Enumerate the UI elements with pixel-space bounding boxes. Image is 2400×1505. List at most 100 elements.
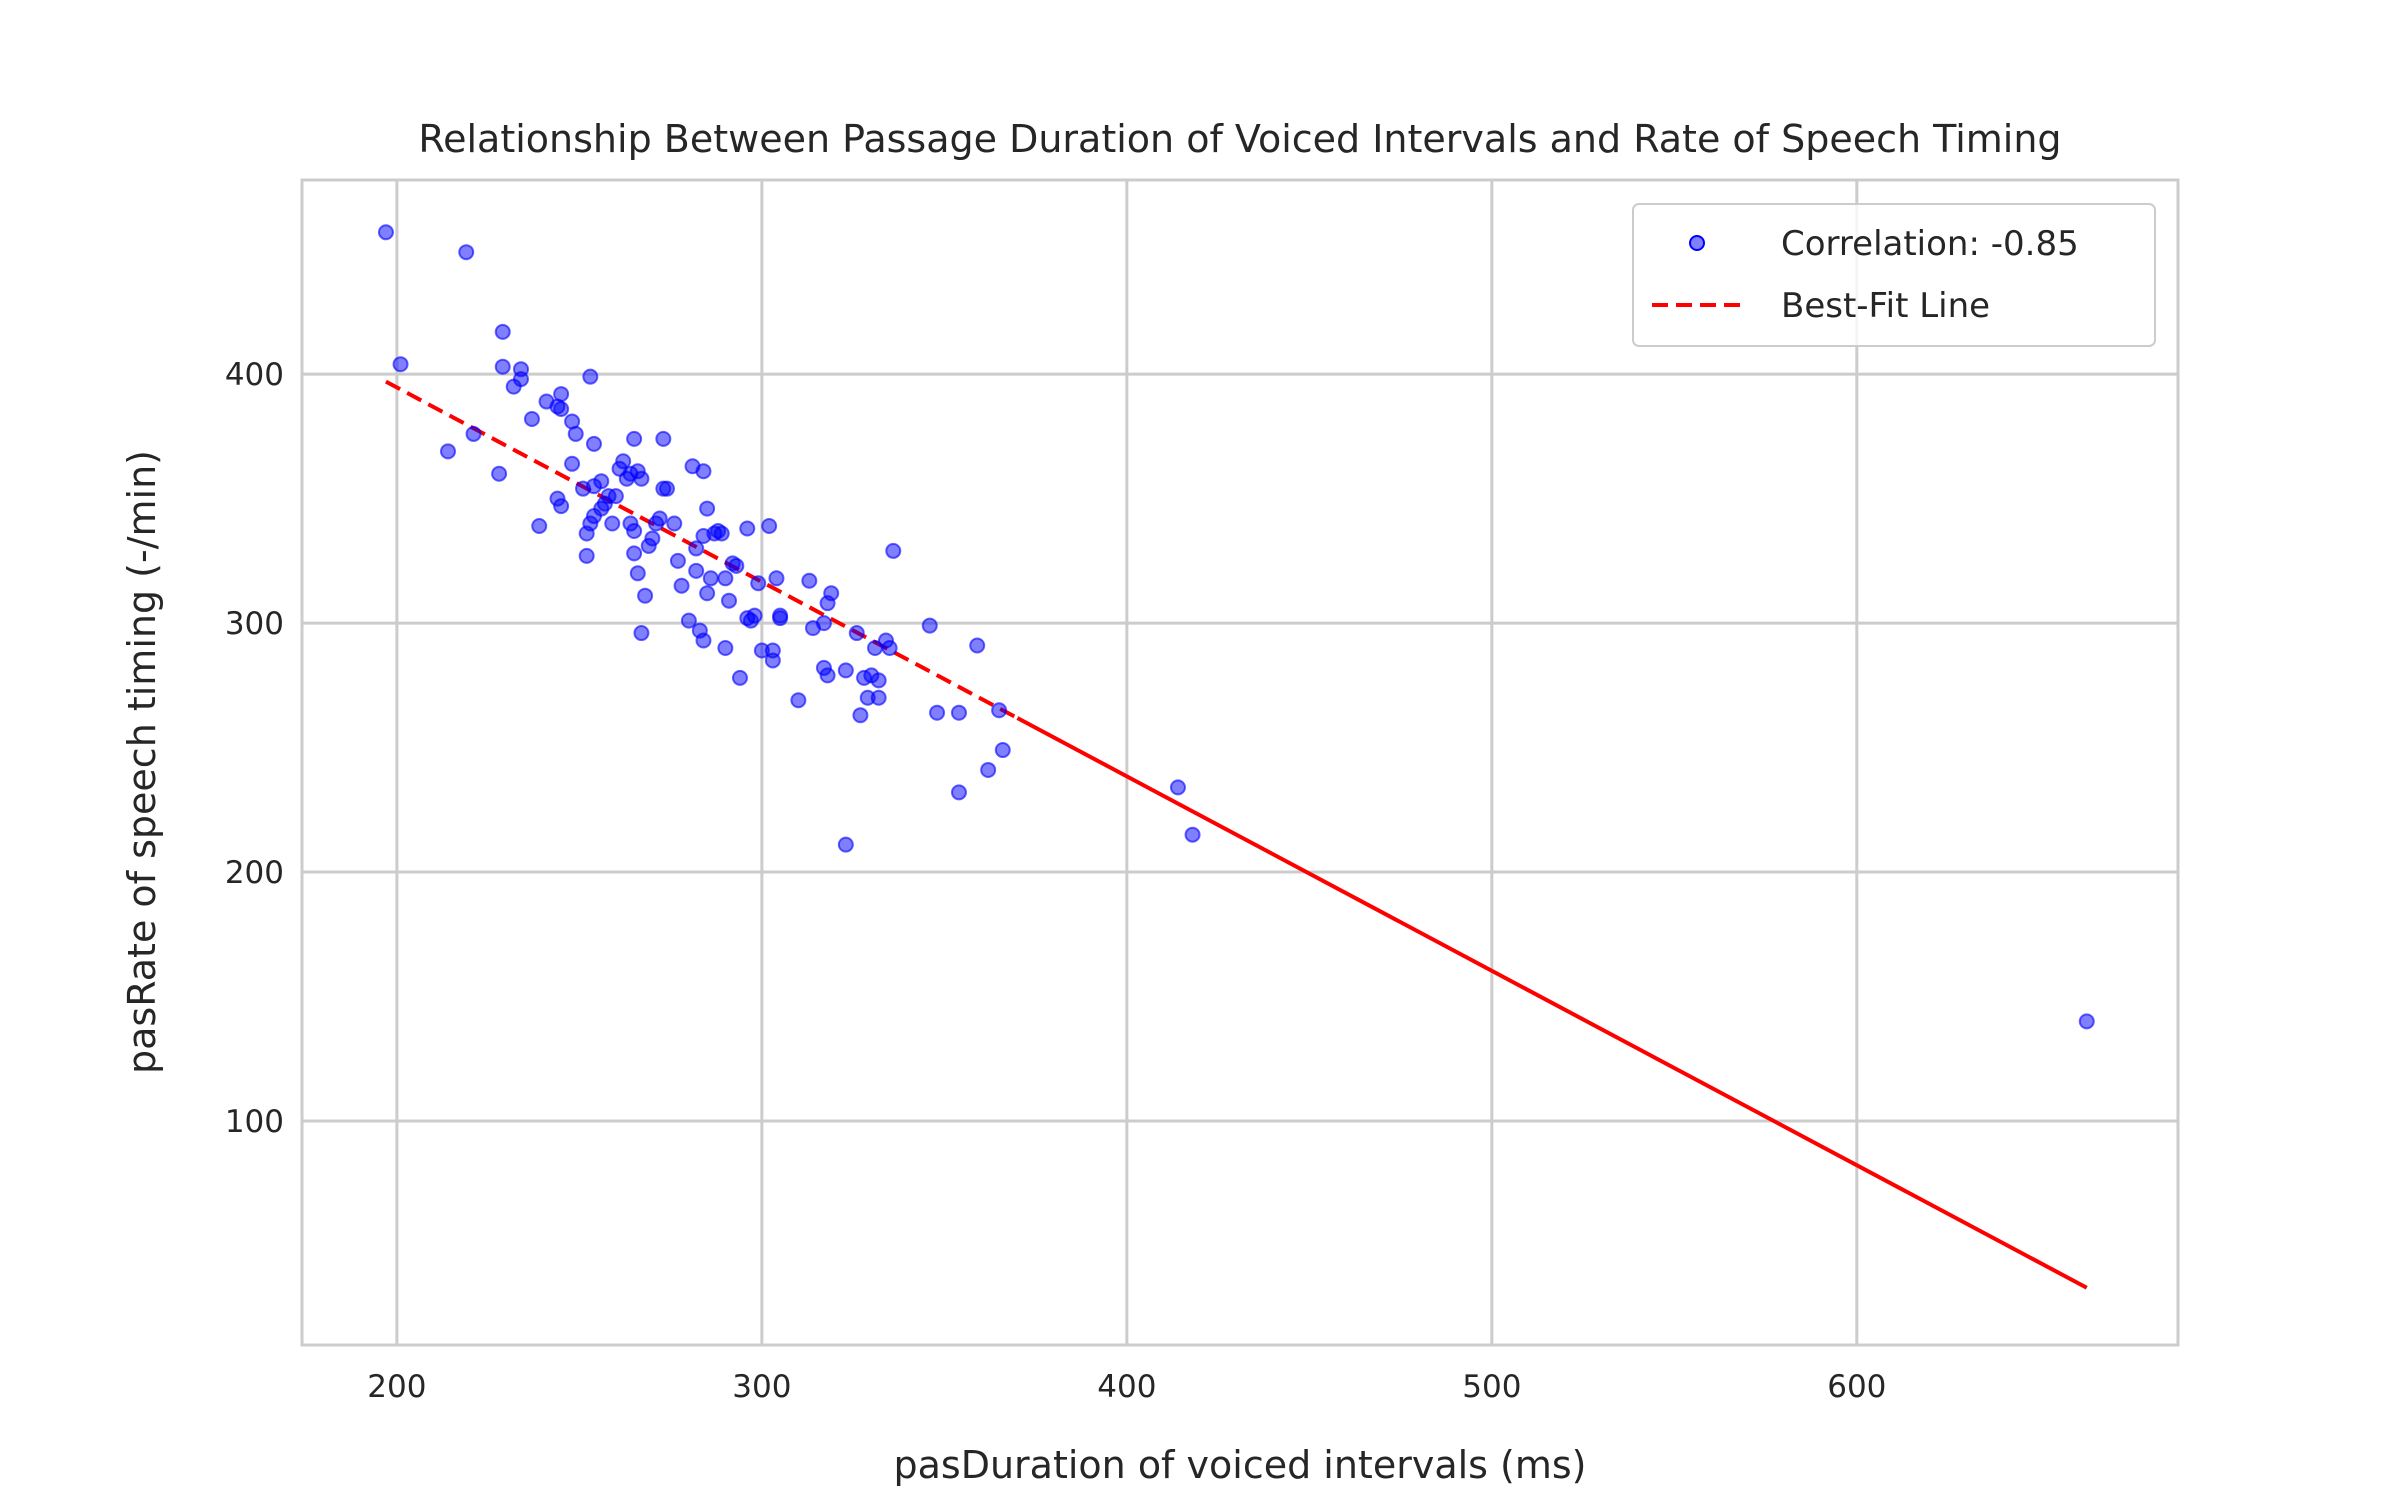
scatter-point xyxy=(673,577,690,594)
scatter-point xyxy=(626,545,643,562)
x-tick-label: 500 xyxy=(1462,1369,1521,1405)
scatter-point xyxy=(991,702,1008,719)
x-tick-label: 600 xyxy=(1827,1369,1886,1405)
scatter-point xyxy=(629,565,646,582)
scatter-point xyxy=(761,518,778,535)
scatter-point xyxy=(377,224,394,241)
scatter-point xyxy=(567,425,584,442)
scatter-point xyxy=(633,625,650,642)
scatter-point xyxy=(578,547,595,564)
scatter-point xyxy=(823,585,840,602)
scatter-point xyxy=(593,473,610,490)
scatter-point xyxy=(881,639,898,656)
scatter-point xyxy=(505,378,522,395)
chart-title: Relationship Between Passage Duration of… xyxy=(418,117,2061,161)
scatter-point xyxy=(604,515,621,532)
scatter-point xyxy=(950,784,967,801)
scatter-point xyxy=(772,607,789,624)
scatter-point xyxy=(494,323,511,340)
scatter-point xyxy=(553,386,570,403)
scatter-point xyxy=(980,761,997,778)
scatter-point xyxy=(768,570,785,587)
scatter-point xyxy=(870,672,887,689)
scatter-point xyxy=(626,430,643,447)
scatter-point xyxy=(950,704,967,721)
scatter-point xyxy=(929,704,946,721)
scatter-point xyxy=(633,470,650,487)
scatter-point xyxy=(637,587,654,604)
scatter-point xyxy=(739,520,756,537)
y-tick-label: 100 xyxy=(225,1104,284,1140)
scatter-point xyxy=(680,612,697,629)
scatter-point xyxy=(491,465,508,482)
scatter-point xyxy=(458,244,475,261)
best-fit-line-solid xyxy=(1016,716,2088,1290)
legend-marker-points xyxy=(1689,235,1705,251)
scatter-point xyxy=(815,615,832,632)
scatter-point xyxy=(669,552,686,569)
x-tick-label: 200 xyxy=(367,1369,426,1405)
scatter-point xyxy=(585,435,602,452)
scatter-point xyxy=(885,542,902,559)
scatter-point xyxy=(655,430,672,447)
plot-background xyxy=(302,180,2178,1345)
y-tick-label: 300 xyxy=(225,606,284,642)
scatter-point xyxy=(801,572,818,589)
scatter-point xyxy=(837,836,854,853)
scatter-point xyxy=(699,500,716,517)
scatter-point xyxy=(721,592,738,609)
x-axis-label: pasDuration of voiced intervals (ms) xyxy=(893,1443,1586,1487)
x-tick-label: 400 xyxy=(1097,1369,1156,1405)
y-tick-label: 400 xyxy=(225,357,284,393)
scatter-point xyxy=(852,707,869,724)
scatter-point xyxy=(688,540,705,557)
scatter-point xyxy=(465,425,482,442)
scatter-point xyxy=(764,652,781,669)
scatter-point xyxy=(626,522,643,539)
legend-label-best-fit: Best-Fit Line xyxy=(1781,286,1990,326)
scatter-point xyxy=(439,443,456,460)
scatter-points xyxy=(377,224,2095,1030)
scatter-point xyxy=(746,607,763,624)
scatter-point xyxy=(1169,779,1186,796)
scatter-point xyxy=(695,463,712,480)
scatter-point xyxy=(658,480,675,497)
scatter-point xyxy=(582,368,599,385)
scatter-point xyxy=(713,525,730,542)
scatter-point xyxy=(392,356,409,373)
scatter-point xyxy=(790,692,807,709)
scatter-point xyxy=(666,515,683,532)
scatter-point xyxy=(651,510,668,527)
scatter-point xyxy=(994,742,1011,759)
scatter-point xyxy=(702,570,719,587)
scatter-point xyxy=(2078,1013,2095,1030)
scatter-point xyxy=(731,669,748,686)
scatter-point xyxy=(695,632,712,649)
grid-lines xyxy=(302,180,2178,1345)
scatter-point xyxy=(819,667,836,684)
scatter-point xyxy=(728,557,745,574)
scatter-point xyxy=(837,662,854,679)
scatter-point xyxy=(553,401,570,418)
scatter-point xyxy=(615,453,632,470)
legend-box xyxy=(1632,203,2156,347)
scatter-point xyxy=(553,498,570,515)
scatter-point xyxy=(564,455,581,472)
scatter-point xyxy=(921,617,938,634)
scatter-point xyxy=(750,575,767,592)
scatter-point xyxy=(848,625,865,642)
plot-frame xyxy=(300,178,2180,1347)
scatter-point xyxy=(1184,826,1201,843)
best-fit-line xyxy=(385,379,2088,1290)
y-tick-label: 200 xyxy=(225,855,284,891)
scatter-point xyxy=(523,410,540,427)
scatter-point xyxy=(531,518,548,535)
scatter-point xyxy=(607,488,624,505)
x-tick-label: 300 xyxy=(732,1369,791,1405)
legend: Correlation: -0.85 Best-Fit Line xyxy=(1632,203,2156,347)
legend-label-correlation: Correlation: -0.85 xyxy=(1781,224,2079,264)
scatter-point xyxy=(699,585,716,602)
y-tick-labels: 100 200 300 400 xyxy=(225,357,284,1140)
